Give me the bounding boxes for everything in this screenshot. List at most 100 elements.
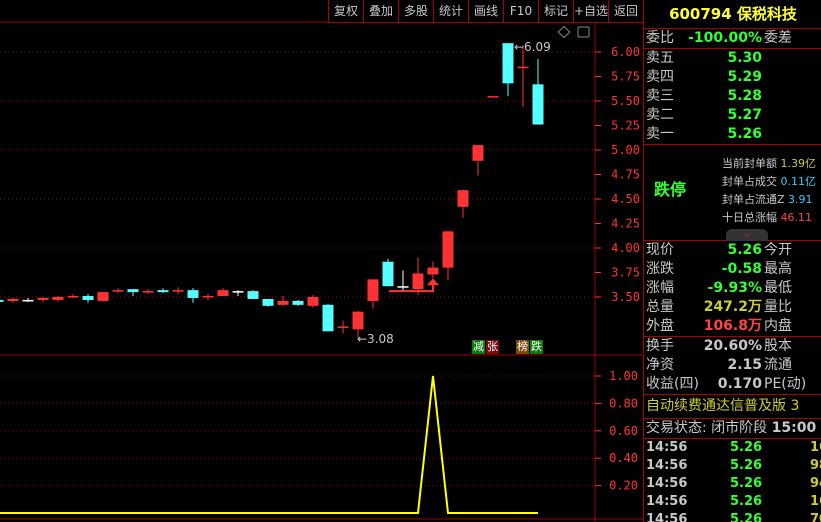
fund-label: 换手 [646,338,674,354]
trade-status-time: 15:00 [771,420,817,436]
ask-label: 卖五 [646,50,674,66]
fund-label2: 流通 [764,357,792,373]
tick-volume: 70 [810,512,821,522]
quote-row: 涨跌 -0.58 最高 [644,260,821,279]
tag-jian[interactable]: 减 [472,340,485,354]
candle-body [202,296,214,298]
back-button[interactable]: 返回 [608,0,643,22]
candle-body [367,279,379,301]
candle-body [52,297,64,300]
limit-line-label: 十日总涨幅 [722,211,777,224]
tag-die[interactable]: 跌 [530,340,543,354]
tag-zhang[interactable]: 张 [486,340,499,354]
statistics-button[interactable]: 统计 [433,0,468,22]
tick-price: 5.26 [730,458,763,473]
candle-body [127,289,139,293]
quote-row: 外盘 106.8万 内盘 [644,317,821,336]
quote-label2: 量比 [764,299,792,315]
candle-body [307,297,319,306]
y-tick-label: 5.25 [611,119,640,133]
candle-body [472,145,484,161]
fund-value: 2.15 [727,357,762,373]
candle-body [487,96,499,98]
candle-body [442,231,454,268]
fund-row: 换手 20.60% 股本 [644,337,821,356]
trade-status: 交易状态: 闭市阶段 15:00 [644,419,821,439]
candle-body [322,304,334,332]
y-tick-label: 4.25 [611,217,640,231]
limit-down-block: 跌停 当前封单额 1.39亿 封单占成交 0.11亿 封单占流通Z 3.91 十… [644,145,821,241]
limit-line: 当前封单额 1.39亿 [722,155,816,171]
tick-row: 14:56 5.26 16 [644,493,821,511]
quote-label: 涨幅 [646,280,674,296]
tick-volume: 16 [810,440,821,455]
quote-label: 总量 [646,299,674,315]
limit-line: 十日总涨幅 46.11 [722,209,812,225]
ask-row: 卖五 5.30 [644,49,821,68]
ad-banner[interactable]: 自动续费通达信普及版 3 [644,395,821,419]
quote-block: 现价 5.26 今开 涨跌 -0.58 最高 涨幅 -9.93% 最低 总量 247.2万 量比… [644,241,821,337]
tick-list[interactable]: 14:56 5.26 16 14:56 5.26 98 14:56 5.26 94 14:5… [644,439,821,522]
multi-stock-button[interactable]: 多股 [398,0,433,22]
limit-line-label: 封单占成交 [722,175,777,188]
tick-row: 14:56 5.26 94 [644,475,821,493]
chevron-double-down-icon[interactable]: ⌵ [726,229,768,241]
y-tick-label: 1.00 [609,369,638,383]
ad-suffix: 3 [790,398,800,414]
candle-body [172,290,184,292]
y-tick-label: 5.75 [611,70,640,84]
mark-button[interactable]: 标记 [538,0,573,22]
high-price-label: ←6.09 [514,40,551,54]
draw-line-button[interactable]: 画线 [468,0,503,22]
y-tick-label: 6.00 [611,45,640,59]
y-tick-label: 0.20 [609,479,638,493]
candle-body [247,291,259,299]
ask-row: 卖二 5.27 [644,106,821,125]
candle-body [457,190,469,207]
quote-label2: 内盘 [764,318,792,334]
quote-label: 涨跌 [646,261,674,277]
tick-time: 14:56 [646,440,688,455]
quote-value: 106.8万 [703,318,762,334]
limit-line-label: 封单占流通Z [722,193,785,206]
ask-price: 5.30 [727,50,762,66]
candle-body [142,291,154,293]
tag-bang[interactable]: 榜 [516,340,529,354]
y-tick-label: 5.00 [611,143,640,157]
candle-body [157,290,169,293]
tick-row: 14:56 5.26 70 [644,511,821,522]
tick-price: 5.26 [730,512,763,522]
candle-body [262,298,274,306]
fund-row: 收益(四) 0.170 PE(动) [644,375,821,394]
kline-chart[interactable]: 6.00 5.75 5.50 5.25 5.00 4.75 4.50 4.25 4.00 3.75… [0,0,643,522]
overlay-button[interactable]: 叠加 [363,0,398,22]
ad-text[interactable]: 自动续费通达信普及版 [646,398,786,414]
fund-label: 收益(四) [646,376,699,392]
candle-body [37,297,49,300]
y-tick-label: 4.00 [611,241,640,255]
weicha-label: 委差 [764,30,792,46]
weibi-row: 委比 -100.00% 委差 [644,29,821,49]
y-tick-label: 3.50 [611,290,640,304]
tick-volume: 94 [810,476,821,491]
fund-row: 净资 2.15 流通 [644,356,821,375]
candle-body [82,296,94,300]
limit-line-label: 当前封单额 [722,157,777,170]
quote-label2: 今开 [764,242,792,258]
ask-row: 卖一 5.26 [644,125,821,144]
tick-row: 14:56 5.26 98 [644,457,821,475]
chart-toolbar: 复权 叠加 多股 统计 画线 F10 标记 +自选 返回 [328,0,643,23]
ask-label: 卖一 [646,126,674,142]
arrow-up-icon [427,278,439,286]
y-tick-label: 0.60 [609,424,638,438]
tick-time: 14:56 [646,476,688,491]
quote-value: 5.26 [727,242,762,258]
f10-button[interactable]: F10 [503,0,538,22]
fuquan-button[interactable]: 复权 [328,0,363,22]
candle-body [187,290,199,298]
candle-body [277,300,289,305]
y-tick-label: 3.75 [611,266,640,280]
limit-line: 封单占流通Z 3.91 [722,191,813,207]
add-watchlist-button[interactable]: +自选 [573,0,608,22]
limit-line-value: 1.39亿 [780,157,817,170]
